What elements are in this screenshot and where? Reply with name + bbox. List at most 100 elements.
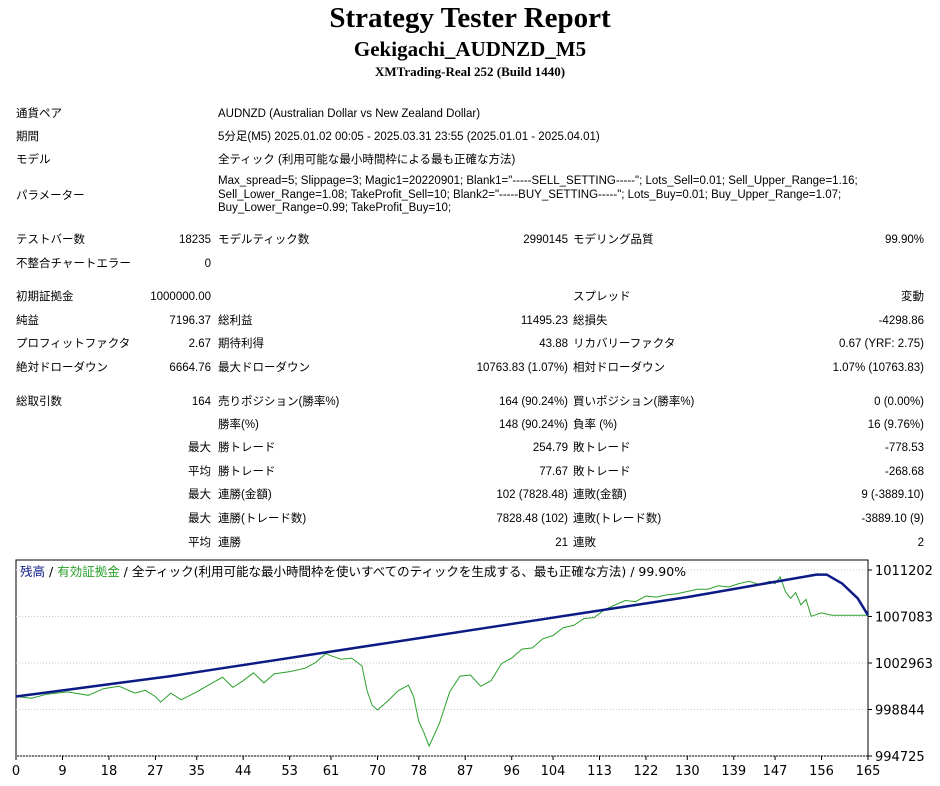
winrate-value: 148 (90.24%) xyxy=(498,419,568,431)
x-tick-label: 113 xyxy=(587,764,612,779)
grid xyxy=(16,569,868,757)
legend-equity: 有効証拠金 xyxy=(57,564,120,579)
params-line: Max_spread=5; Slippage=3; Magic1=2022090… xyxy=(218,175,858,187)
net-label: 純益 xyxy=(16,315,39,327)
x-tick-label: 0 xyxy=(12,764,20,779)
deposit-value: 1000000.00 xyxy=(150,291,211,303)
balance-line xyxy=(15,573,870,698)
avg-win-value: 77.67 xyxy=(539,466,568,478)
x-tick-label: 130 xyxy=(675,764,700,779)
expected-value: 43.88 xyxy=(539,338,568,350)
cons-wins-money-label: 連勝(金額) xyxy=(218,489,272,501)
recovery-value: 0.67 (YRF: 2.75) xyxy=(838,338,924,350)
avg-cons-wins-value: 21 xyxy=(555,537,568,549)
avg-win-label: 勝トレード xyxy=(218,466,276,478)
x-tick-label: 53 xyxy=(281,764,298,779)
params-value: Max_spread=5; Slippage=3; Magic1=2022090… xyxy=(218,175,858,216)
x-tick-label: 78 xyxy=(410,764,427,779)
balance-equity-chart: 残高 / 有効証拠金 / 全ティック(利用可能な最小時間枠を使いすべてのティック… xyxy=(12,559,933,779)
avg-loss-value: -268.68 xyxy=(884,466,924,478)
bars-label: テストバー数 xyxy=(16,234,85,246)
deposit-label: 初期証拠金 xyxy=(16,291,74,303)
report-subtitle: Gekigachi_AUDNZD_M5 xyxy=(353,37,587,61)
cons-losses-money-label: 連敗(金額) xyxy=(573,489,627,501)
avg-prefix: 平均 xyxy=(188,466,211,478)
quality-label: モデリング品質 xyxy=(573,234,654,246)
short-value: 164 (90.24%) xyxy=(498,396,568,408)
x-tick-label: 44 xyxy=(235,764,252,779)
recovery-label: リカバリーファクタ xyxy=(573,338,676,350)
ticks-label: モデルティック数 xyxy=(218,234,310,246)
trades-label: 総取引数 xyxy=(16,396,62,408)
params-line: Sell_Lower_Range=1.08; TakeProfit_Sell=1… xyxy=(218,188,842,201)
max-loss-value: -778.53 xyxy=(884,442,924,454)
long-label: 買いポジション(勝率%) xyxy=(573,396,695,408)
cons-losses-money-value: 9 (-3889.10) xyxy=(861,489,924,501)
report-title: Strategy Tester Report xyxy=(329,2,611,34)
model-value: 全ティック (利用可能な最小時間枠による最も正確な方法) xyxy=(218,154,516,166)
params-label: パラメーター xyxy=(16,190,85,202)
x-axis: 0 9 18 27 35 44 53 61 70 78 87 96 104 113 122 130 139 147… xyxy=(12,756,881,779)
max-prefix: 最大 xyxy=(188,442,211,454)
pair-label: 通貨ペア xyxy=(16,108,62,120)
max-loss-label: 敗トレード xyxy=(573,442,631,454)
mismatch-label: 不整合チャートエラー xyxy=(16,258,131,270)
server-build: XMTrading-Real 252 (Build 1440) xyxy=(374,64,566,79)
x-tick-label: 70 xyxy=(369,764,386,779)
spread-value: 変動 xyxy=(901,291,924,303)
abs-dd-value: 6664.76 xyxy=(169,362,211,374)
cons-losses-count-value: -3889.10 (9) xyxy=(861,513,924,525)
long-value: 0 (0.00%) xyxy=(874,396,924,408)
plot-area xyxy=(15,559,869,757)
params-line: Buy_Lower_Range=0.99; TakeProfit_Buy=10; xyxy=(218,202,452,214)
x-tick-label: 147 xyxy=(763,764,788,779)
x-tick-label: 9 xyxy=(58,764,66,779)
x-tick-label: 104 xyxy=(541,764,566,779)
model-label: モデル xyxy=(16,154,51,166)
x-tick-label: 122 xyxy=(634,764,659,779)
rel-dd-label: 相対ドローダウン xyxy=(573,362,665,374)
lossrate-value: 16 (9.76%) xyxy=(867,419,924,431)
cons-wins-count-label: 連勝(トレード数) xyxy=(218,513,307,525)
x-tick-label: 18 xyxy=(101,764,118,779)
max-dd-label: 最大ドローダウン xyxy=(218,362,310,374)
net-value: 7196.37 xyxy=(169,315,211,327)
chart-legend: 残高 / 有効証拠金 / 全ティック(利用可能な最小時間枠を使いすべてのティック… xyxy=(20,564,686,579)
gross-profit-label: 総利益 xyxy=(218,315,253,327)
mismatch-value: 0 xyxy=(204,258,211,270)
max-prefix: 最大 xyxy=(188,513,211,525)
lossrate-label: 負率 (%) xyxy=(573,419,618,431)
abs-dd-label: 絶対ドローダウン xyxy=(16,362,108,374)
expected-label: 期待利得 xyxy=(218,338,264,350)
pair-value: AUDNZD (Australian Dollar vs New Zealand… xyxy=(218,108,481,120)
x-tick-label: 27 xyxy=(147,764,164,779)
cons-wins-money-value: 102 (7828.48) xyxy=(496,489,568,501)
gross-loss-label: 総損失 xyxy=(573,315,608,327)
max-prefix: 最大 xyxy=(188,489,211,501)
spread-label: スプレッド xyxy=(573,291,631,303)
gross-loss-value: -4298.86 xyxy=(878,315,924,327)
gross-profit-value: 11495.23 xyxy=(520,315,568,327)
max-win-value: 254.79 xyxy=(532,442,568,454)
avg-cons-losses-label: 連敗 xyxy=(573,537,596,549)
x-tick-label: 165 xyxy=(856,764,881,779)
legend-balance: 残高 xyxy=(20,564,45,579)
max-dd-value: 10763.83 (1.07%) xyxy=(476,362,568,374)
legend-rest: / 全ティック(利用可能な最小時間枠を使いすべてのティックを生成する、最も正確な… xyxy=(120,564,686,579)
x-tick-label: 87 xyxy=(457,764,474,779)
avg-loss-label: 敗トレード xyxy=(573,466,631,478)
y-tick-label: 1002963 xyxy=(875,657,933,672)
period-label: 期間 xyxy=(16,131,39,143)
quality-value: 99.90% xyxy=(884,234,924,246)
avg-cons-losses-value: 2 xyxy=(917,537,924,549)
x-tick-label: 61 xyxy=(323,764,340,779)
ticks-value: 2990145 xyxy=(523,234,568,246)
max-win-label: 勝トレード xyxy=(218,442,276,454)
period-value: 5分足(M5) 2025.01.02 00:05 - 2025.03.31 23… xyxy=(218,131,600,143)
short-label: 売りポジション(勝率%) xyxy=(218,396,340,408)
x-tick-label: 139 xyxy=(721,764,746,779)
pf-value: 2.67 xyxy=(188,338,211,350)
y-tick-label: 994725 xyxy=(875,750,925,765)
y-axis: 1011202 1007083 1002963 998844 994725 xyxy=(868,564,933,765)
x-tick-label: 35 xyxy=(188,764,205,779)
